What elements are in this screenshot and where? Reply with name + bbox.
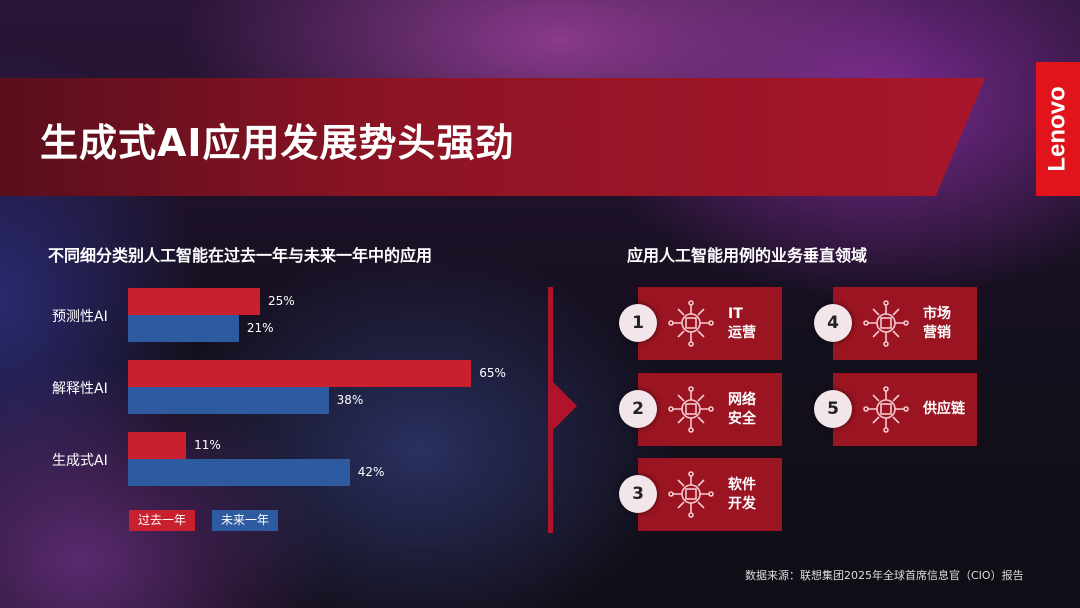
- number-badge: 5: [814, 390, 852, 428]
- vertical-label: 软件 开发: [728, 476, 756, 514]
- data-label: 65%: [479, 366, 506, 380]
- label-line: 安全: [728, 410, 756, 427]
- label-line: 供应链: [923, 401, 965, 417]
- data-label: 38%: [336, 393, 364, 407]
- bar-past: [128, 288, 260, 315]
- vertical-label: 市场 营销: [923, 305, 951, 343]
- label-line: 营销: [923, 324, 951, 341]
- chip-network-icon: [863, 385, 909, 433]
- vertical-card: 供应链: [833, 373, 977, 446]
- label-line: 软件: [728, 476, 756, 493]
- number-badge: 2: [619, 390, 657, 428]
- number-badge: 3: [619, 475, 657, 513]
- vertical-card: 软件 开发: [638, 458, 782, 531]
- label-line: 运营: [728, 324, 756, 341]
- bar-past: [128, 432, 187, 459]
- ai-megaphone-icon: [863, 299, 909, 347]
- ai-shield-icon: [668, 385, 714, 433]
- title-banner: [0, 78, 985, 196]
- page-title: 生成式AI应用发展势头强劲: [40, 121, 515, 165]
- label-line: 市场: [923, 305, 951, 322]
- category-label: 生成式AI: [52, 453, 108, 469]
- data-label: 11%: [194, 438, 221, 452]
- verticals-title: 应用人工智能用例的业务垂直领域: [627, 246, 868, 265]
- data-label: 42%: [357, 465, 385, 479]
- bar-future: [128, 459, 350, 486]
- label-line: 开发: [728, 495, 756, 512]
- category-label: 预测性AI: [52, 309, 108, 325]
- lenovo-logo: Lenovo: [1036, 62, 1080, 196]
- circuit-chip-icon: [668, 299, 714, 347]
- brain-browser-icon: [668, 470, 714, 518]
- number-badge: 4: [814, 304, 852, 342]
- vertical-label: 网络 安全: [728, 391, 756, 429]
- arrow-right-icon: [553, 382, 577, 430]
- legend-future: 未来一年: [212, 510, 279, 531]
- vertical-card: IT 运营: [638, 287, 782, 360]
- bar-past: [128, 360, 472, 387]
- category-label: 解释性AI: [52, 381, 108, 397]
- bar-future: [128, 387, 329, 414]
- label-line: IT: [728, 305, 743, 322]
- data-label: 25%: [268, 294, 295, 308]
- legend-past: 过去一年: [129, 510, 196, 531]
- data-source: 数据来源：联想集团2025年全球首席信息官（CIO）报告: [745, 569, 1024, 582]
- data-label: 21%: [246, 321, 274, 335]
- vertical-label: IT 运营: [728, 305, 756, 343]
- vertical-card: 网络 安全: [638, 373, 782, 446]
- divider: [548, 287, 553, 533]
- bar-future: [128, 315, 239, 342]
- vertical-card: 市场 营销: [833, 287, 977, 360]
- label-line: 网络: [728, 391, 756, 408]
- vertical-label: 供应链: [923, 400, 965, 419]
- chart-title: 不同细分类别人工智能在过去一年与未来一年中的应用: [48, 246, 433, 265]
- number-badge: 1: [619, 304, 657, 342]
